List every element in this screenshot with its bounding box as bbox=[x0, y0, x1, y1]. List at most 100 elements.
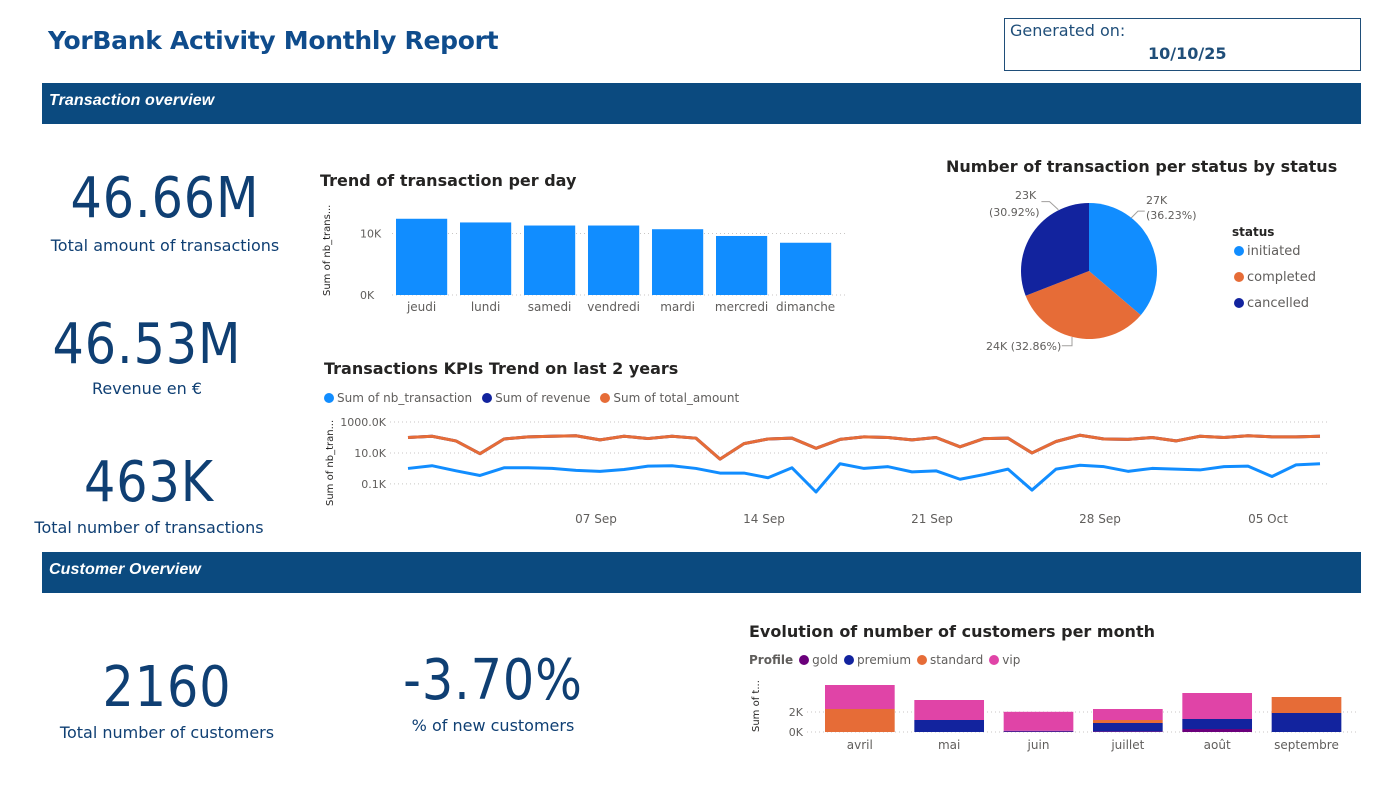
pie-label-completed: 24K (32.86%) bbox=[986, 340, 1061, 353]
bar-avril-standard[interactable] bbox=[825, 709, 895, 732]
x-tick-label: 07 Sep bbox=[575, 512, 617, 526]
kpi-trend-title: Transactions KPIs Trend on last 2 years bbox=[324, 359, 679, 378]
kpi-revenue-label: Revenue en € bbox=[91, 379, 202, 398]
status-legend-title: status bbox=[1232, 225, 1274, 239]
bar-mardi[interactable] bbox=[652, 229, 704, 295]
bar-août-vip[interactable] bbox=[1182, 693, 1253, 719]
x-tick-label: mardi bbox=[660, 300, 695, 314]
legend-dot-completed bbox=[1234, 272, 1244, 282]
report-title: YorBank Activity Monthly Report bbox=[48, 26, 499, 55]
legend-item-standard[interactable]: standard bbox=[917, 653, 983, 667]
bar-mai-premium[interactable] bbox=[914, 720, 985, 732]
x-tick-label: 28 Sep bbox=[1079, 512, 1121, 526]
legend-dot-cancelled bbox=[1234, 298, 1244, 308]
pie-slice-completed[interactable] bbox=[1025, 271, 1141, 340]
kpi-pct-new-customers-value: -3.70% bbox=[403, 648, 583, 713]
bar-samedi[interactable] bbox=[524, 225, 576, 295]
bar-juillet-gold[interactable] bbox=[1093, 731, 1163, 732]
line-sum-of-nb_transaction[interactable] bbox=[407, 462, 1321, 494]
bar-mercredi[interactable] bbox=[716, 235, 768, 295]
bar-juillet-premium[interactable] bbox=[1093, 723, 1163, 732]
bar-août-premium[interactable] bbox=[1182, 719, 1253, 729]
pie-pct-cancelled: (30.92%) bbox=[989, 206, 1040, 219]
legend-label-cancelled[interactable]: cancelled bbox=[1247, 296, 1309, 311]
kpi-total-amount-label: Total amount of transactions bbox=[50, 236, 280, 255]
generated-box bbox=[1004, 18, 1361, 71]
bar-septembre-premium[interactable] bbox=[1271, 713, 1342, 732]
trend-per-day-labels: jeudi lundi samedi vendredi mardi mercredi dim… bbox=[406, 300, 835, 314]
legend-item-premium[interactable]: premium bbox=[844, 653, 911, 667]
x-tick-label: 05 Oct bbox=[1248, 512, 1288, 526]
kpi-nb-customers-label: Total number of customers bbox=[59, 723, 275, 742]
kpi-nb-transactions-value: 463K bbox=[84, 450, 214, 515]
legend-dot-total-amount bbox=[600, 393, 611, 403]
trend-per-day-chart: Sum of nb_trans... 0K 10K jeudi lundi samed… bbox=[322, 205, 848, 314]
pie-slice-cancelled[interactable] bbox=[1021, 203, 1089, 296]
trend-per-day-ylabel: Sum of nb_trans... bbox=[322, 205, 333, 296]
legend-item-revenue[interactable]: Sum of revenue bbox=[482, 391, 590, 405]
pie-slice-initiated[interactable] bbox=[1089, 203, 1157, 316]
status-pie-chart: 27K (36.23%) 24K (32.86%) 23K (30.92%) statu… bbox=[986, 189, 1316, 353]
legend-label-vip: vip bbox=[1002, 653, 1021, 667]
bar-avril-vip[interactable] bbox=[825, 685, 895, 709]
bar-juin-premium[interactable] bbox=[1003, 730, 1074, 732]
legend-item-total-amount[interactable]: Sum of total_amount bbox=[600, 391, 739, 405]
customers-month-chart: Sum of t... 0K 2K avril mai juin juillet août… bbox=[751, 680, 1357, 752]
legend-dot-gold bbox=[799, 655, 810, 665]
section-title-transactions: Transaction overview bbox=[49, 92, 215, 109]
y-tick-label: 0K bbox=[360, 289, 375, 302]
bar-dimanche[interactable] bbox=[780, 242, 832, 295]
x-tick-label: dimanche bbox=[776, 300, 835, 314]
bar-août-gold[interactable] bbox=[1182, 729, 1253, 732]
x-tick-label: 14 Sep bbox=[743, 512, 785, 526]
legend-label-standard: standard bbox=[930, 653, 984, 667]
pie-leader-cancelled bbox=[1041, 201, 1059, 211]
kpi-revenue-value: 46.53M bbox=[52, 312, 242, 377]
pie-pct-initiated: (36.23%) bbox=[1146, 209, 1197, 222]
profile-legend-title: Profile bbox=[749, 653, 794, 667]
legend-label-initiated[interactable]: initiated bbox=[1247, 244, 1301, 259]
y-tick-label: 2K bbox=[789, 706, 804, 719]
kpi-nb-transactions-label: Total number of transactions bbox=[34, 518, 264, 537]
legend-label-completed[interactable]: completed bbox=[1247, 270, 1316, 285]
legend-item-nb-transaction[interactable]: Sum of nb_transaction bbox=[324, 391, 472, 405]
customers-month-labels: avril mai juin juillet août septembre bbox=[847, 738, 1339, 752]
y-tick-label: 1000.0K bbox=[340, 416, 386, 429]
bar-juillet-standard[interactable] bbox=[1093, 720, 1163, 723]
trend-per-day-title: Trend of transaction per day bbox=[320, 171, 577, 190]
y-tick-label: 10K bbox=[360, 228, 382, 241]
customer-overview-bar: Customer Overview bbox=[42, 552, 1361, 593]
y-tick-label: 10.0K bbox=[354, 447, 386, 460]
kpi-pct-new-customers-label: % of new customers bbox=[411, 716, 575, 735]
legend-item-vip[interactable]: vip bbox=[989, 653, 1020, 667]
kpi-trend-ylabel: Sum of nb_tran... bbox=[325, 420, 336, 506]
status-pie-labels: 27K (36.23%) 24K (32.86%) 23K (30.92%) bbox=[986, 189, 1197, 353]
customers-month-ylabel: Sum of t... bbox=[751, 680, 762, 732]
legend-label-total-amount: Sum of total_amount bbox=[613, 391, 740, 405]
x-tick-label: lundi bbox=[471, 300, 501, 314]
bar-septembre-standard[interactable] bbox=[1271, 697, 1342, 713]
legend-dot-vip bbox=[989, 655, 1000, 665]
kpi-trend-chart: Sum of nb_tran... 0.1K 10.0K 1000.0K 07 Se… bbox=[325, 416, 1330, 526]
pie-leader-completed bbox=[1061, 336, 1073, 347]
legend-label-revenue: Sum of revenue bbox=[495, 391, 591, 405]
legend-dot-initiated bbox=[1234, 246, 1244, 256]
bar-vendredi[interactable] bbox=[588, 225, 640, 295]
status-pie-title: Number of transaction per status by stat… bbox=[946, 157, 1338, 176]
y-tick-label: 0.1K bbox=[361, 478, 386, 491]
bar-juin-vip[interactable] bbox=[1003, 711, 1074, 731]
pie-leader-initiated bbox=[1130, 210, 1145, 219]
legend-item-gold[interactable]: gold bbox=[799, 653, 838, 667]
legend-label-premium: premium bbox=[857, 653, 912, 667]
legend-label-gold: gold bbox=[812, 653, 839, 667]
bar-lundi[interactable] bbox=[460, 222, 512, 295]
line-sum-of-total_amount[interactable] bbox=[407, 433, 1321, 461]
pie-label-initiated: 27K bbox=[1146, 194, 1168, 207]
bar-juillet-vip[interactable] bbox=[1093, 709, 1163, 720]
customers-month-bars bbox=[825, 685, 1342, 732]
bar-jeudi[interactable] bbox=[396, 218, 448, 295]
bar-juin-gold[interactable] bbox=[1003, 731, 1074, 732]
status-pie-slices bbox=[1021, 203, 1157, 340]
bar-mai-vip[interactable] bbox=[914, 700, 985, 720]
kpi-trend-xlabels: 07 Sep 14 Sep 21 Sep 28 Sep 05 Oct bbox=[575, 512, 1288, 526]
